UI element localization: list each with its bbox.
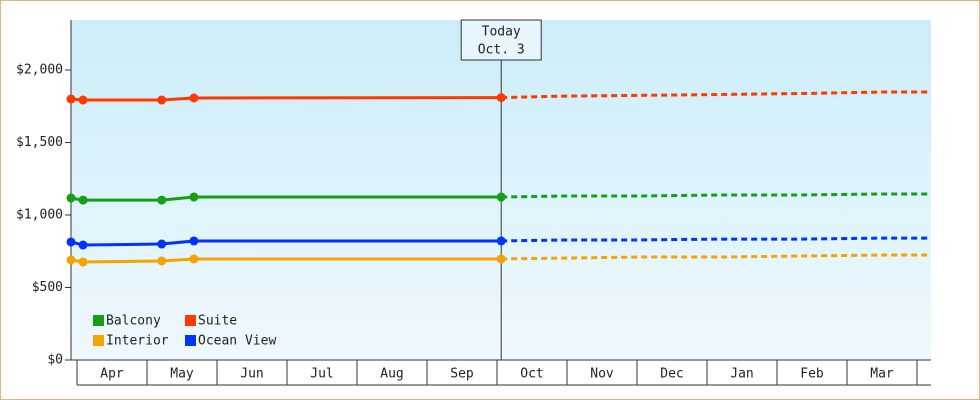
price-point (157, 239, 167, 249)
x-tick-label: Jul (310, 367, 333, 382)
price-point (78, 240, 88, 250)
legend-swatch (185, 315, 196, 326)
x-tick-label: Apr (100, 367, 124, 382)
forecast-line (501, 192, 931, 199)
forecast-line (501, 253, 931, 261)
y-tick-label: $2,000 (16, 63, 63, 78)
legend-swatch (185, 335, 196, 346)
price-point (496, 192, 506, 202)
price-point (157, 256, 167, 266)
price-point (496, 236, 506, 246)
x-tick-label: Jun (240, 367, 263, 382)
price-point (78, 257, 88, 267)
legend-swatch (93, 335, 104, 346)
x-tick-label: Aug (380, 367, 403, 382)
price-point (66, 193, 76, 203)
today-date: Oct. 3 (478, 43, 525, 58)
price-point (189, 254, 199, 264)
x-tick-label: Nov (590, 367, 614, 382)
legend-label: Suite (198, 314, 237, 329)
y-tick-label: $1,500 (16, 135, 63, 150)
price-point (66, 94, 76, 104)
x-tick-label: Jan (730, 367, 753, 382)
x-tick-label: Oct (520, 367, 543, 382)
x-tick-label: May (170, 367, 194, 382)
forecast-line (501, 236, 931, 243)
forecast-line (501, 90, 931, 100)
x-tick-label: Mar (870, 367, 894, 382)
today-title: Today (482, 25, 521, 40)
price-point (78, 195, 88, 205)
price-point (66, 237, 76, 247)
x-tick-label: Sep (450, 367, 474, 382)
price-point (496, 254, 506, 264)
legend-label: Ocean View (198, 334, 276, 349)
legend-label: Balcony (106, 314, 161, 329)
legend-swatch (93, 315, 104, 326)
price-point (189, 192, 199, 202)
price-point (66, 255, 76, 265)
price-point (189, 93, 199, 103)
price-point (189, 236, 199, 246)
price-point (157, 95, 167, 105)
price-point (78, 95, 88, 105)
y-tick-label: $0 (47, 353, 63, 368)
today-box (460, 19, 542, 61)
legend-label: Interior (106, 334, 169, 349)
y-tick-label: $1,000 (16, 208, 63, 223)
price-point (496, 93, 506, 103)
price-point (157, 195, 167, 205)
x-tick-label: Feb (800, 367, 824, 382)
x-tick-label: Dec (660, 367, 683, 382)
y-tick-label: $500 (32, 280, 63, 295)
